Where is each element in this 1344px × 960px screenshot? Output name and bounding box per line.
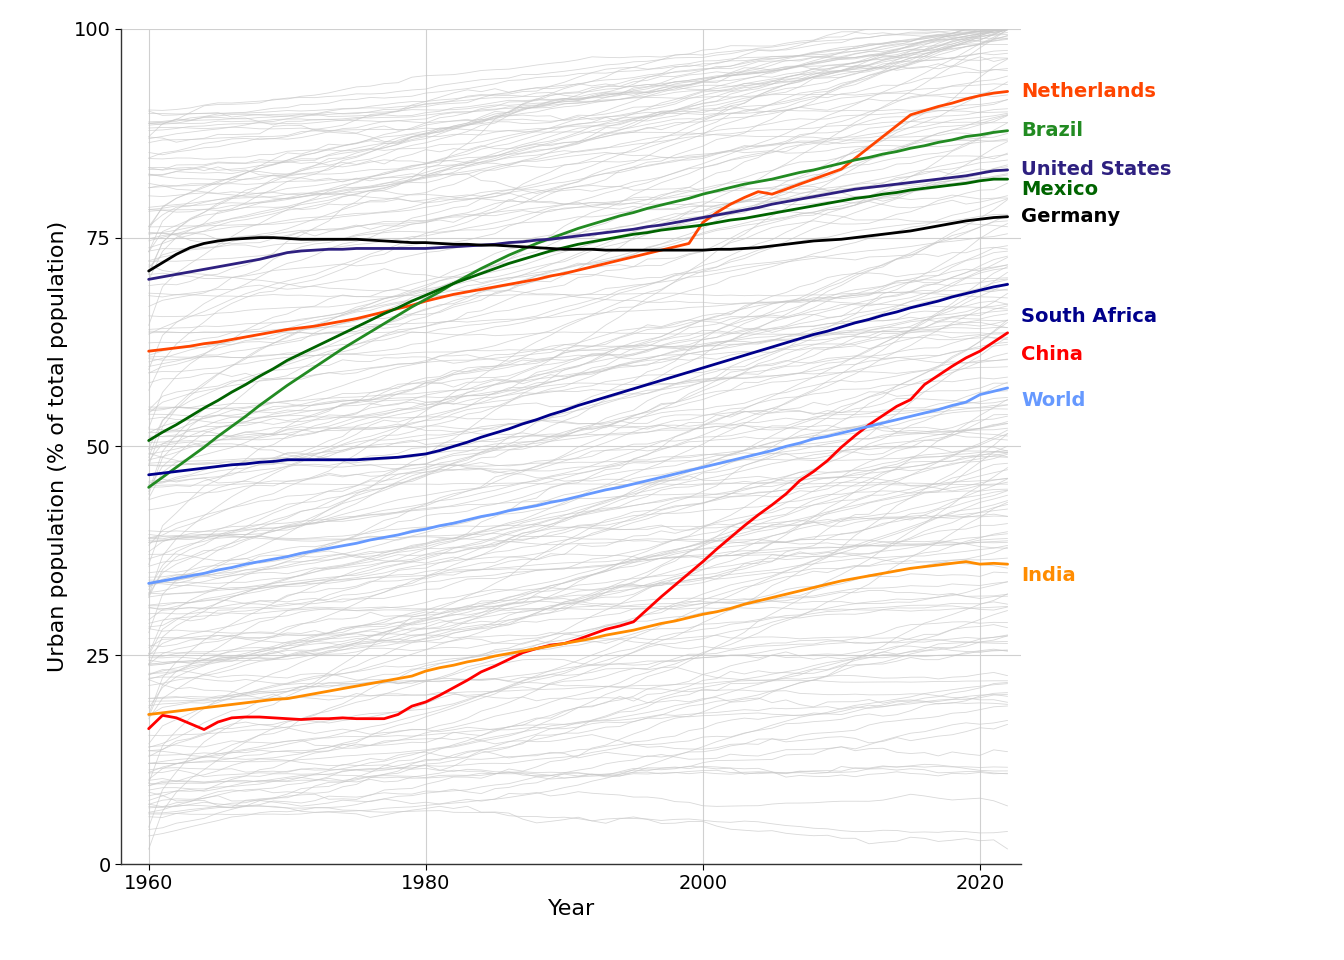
Text: Mexico: Mexico (1021, 180, 1098, 200)
Text: United States: United States (1021, 160, 1172, 180)
Text: Brazil: Brazil (1021, 121, 1083, 140)
Y-axis label: Urban population (% of total population): Urban population (% of total population) (48, 221, 69, 672)
Text: China: China (1021, 345, 1083, 364)
X-axis label: Year: Year (547, 899, 595, 919)
Text: India: India (1021, 566, 1077, 586)
Text: Netherlands: Netherlands (1021, 82, 1156, 101)
Text: South Africa: South Africa (1021, 307, 1157, 326)
Text: World: World (1021, 391, 1086, 410)
Text: Germany: Germany (1021, 207, 1121, 227)
